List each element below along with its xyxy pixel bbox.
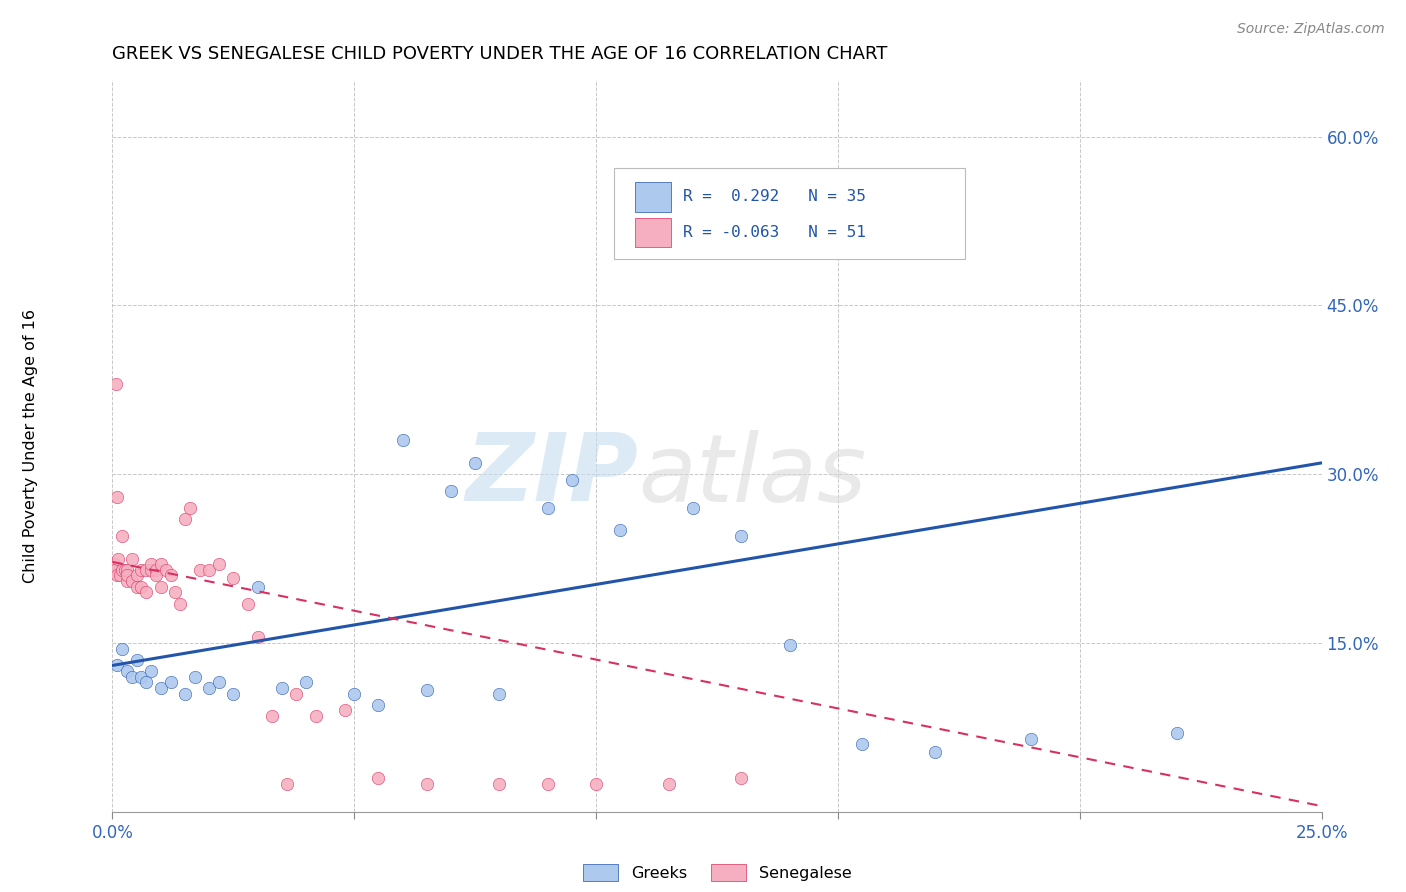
Point [155,563,177,577]
Text: R =  0.292   N = 35: R = 0.292 N = 35 [683,189,866,204]
Point [488,687,510,701]
Point [270,681,292,695]
Point [135,563,157,577]
Point [115,574,138,588]
Point [131,563,153,577]
Point [104,563,127,577]
Point [111,529,134,543]
Point [115,563,138,577]
Point [198,681,221,695]
Point [658,776,681,790]
Point [145,568,167,582]
Point [114,563,136,577]
Point [159,675,181,690]
Point [149,580,172,594]
Point [105,568,128,582]
Point [488,776,510,790]
Point [561,473,583,487]
Text: ZIP: ZIP [465,429,638,521]
Text: atlas: atlas [638,430,866,521]
Point [440,483,463,498]
Text: Source: ZipAtlas.com: Source: ZipAtlas.com [1237,22,1385,37]
Point [208,675,231,690]
Point [343,687,366,701]
Point [730,529,752,543]
Text: Child Poverty Under the Age of 16: Child Poverty Under the Age of 16 [24,309,38,583]
Point [115,568,138,582]
Point [115,664,138,678]
Point [367,771,389,785]
Point [179,500,201,515]
Point [391,434,413,448]
Point [416,776,439,790]
Point [159,568,181,582]
Point [222,571,245,585]
Text: R = -0.063   N = 51: R = -0.063 N = 51 [683,225,866,240]
Point [295,675,318,690]
Point [276,776,298,790]
Point [105,490,128,504]
Point [145,563,167,577]
Point [149,557,172,571]
Legend: Greeks, Senegalese: Greeks, Senegalese [576,858,858,888]
Point [111,641,134,656]
Point [262,709,284,723]
Point [125,580,148,594]
Point [236,597,259,611]
Point [107,551,129,566]
Point [304,709,326,723]
FancyBboxPatch shape [636,182,671,211]
Point [174,512,197,526]
Point [198,563,221,577]
Point [537,500,560,515]
Point [135,585,157,599]
Point [121,670,143,684]
Point [222,687,245,701]
FancyBboxPatch shape [636,218,671,247]
Point [121,551,143,566]
Point [246,630,269,644]
Point [1166,726,1188,740]
Point [851,737,873,751]
Point [141,563,163,577]
Point [585,776,607,790]
Point [149,681,172,695]
Point [125,653,148,667]
Point [367,698,389,712]
Point [131,580,153,594]
Point [1021,731,1043,746]
Point [924,745,946,759]
Point [131,670,153,684]
Point [169,597,191,611]
Point [188,563,211,577]
Point [105,658,128,673]
Point [246,580,269,594]
Text: GREEK VS SENEGALESE CHILD POVERTY UNDER THE AGE OF 16 CORRELATION CHART: GREEK VS SENEGALESE CHILD POVERTY UNDER … [112,45,887,62]
Point [105,377,128,392]
Point [537,776,560,790]
Point [165,585,187,599]
Point [333,703,356,717]
Point [682,500,704,515]
Point [135,675,157,690]
Point [103,557,125,571]
Point [285,687,308,701]
Point [730,771,752,785]
Point [121,574,143,588]
Point [464,456,486,470]
FancyBboxPatch shape [614,168,965,260]
Point [141,557,163,571]
Point [141,664,163,678]
Point [183,670,205,684]
Point [174,687,197,701]
Point [125,568,148,582]
Point [111,563,134,577]
Point [416,683,439,698]
Point [609,524,631,538]
Point [208,557,231,571]
Point [779,638,801,652]
Point [108,568,131,582]
